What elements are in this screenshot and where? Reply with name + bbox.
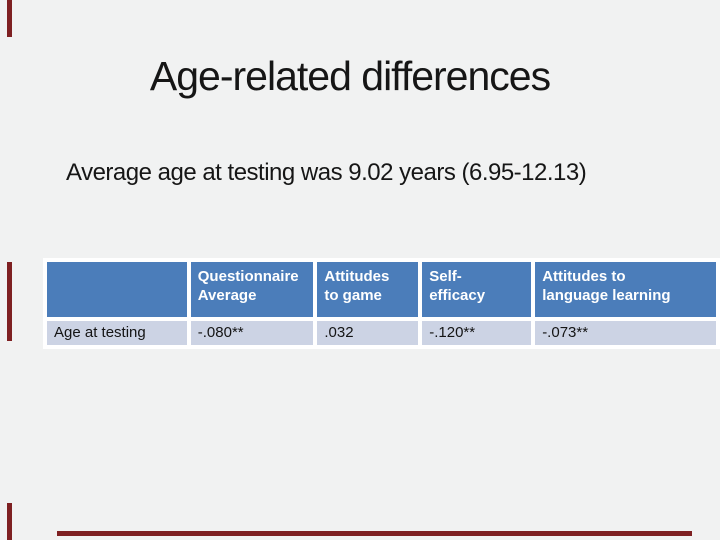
- table-cell-attitudes-to-language-learning: -.073**: [535, 321, 716, 345]
- slide-border-accent-left-bottom: [7, 503, 12, 540]
- slide-border-accent-bottom: [57, 531, 692, 536]
- table-header-attitudes-to-game: Attitudes to game: [317, 262, 419, 317]
- slide-border-accent-left-top: [7, 0, 12, 37]
- table-row-header-age-at-testing: Age at testing: [47, 321, 187, 345]
- slide-border-accent-left-middle: [7, 262, 12, 341]
- table-cell-self-efficacy: -.120**: [422, 321, 532, 345]
- table-cell-questionnaire-average: -.080**: [190, 321, 314, 345]
- table-header-attitudes-to-language-learning: Attitudes to language learning: [535, 262, 716, 317]
- table-cell-attitudes-to-game: .032: [317, 321, 419, 345]
- table-corner-cell: [47, 262, 187, 317]
- slide-title: Age-related differences: [149, 53, 551, 99]
- slide-subtitle: Average age at testing was 9.02 years (6…: [66, 159, 587, 186]
- table-row: Age at testing -.080** .032 -.120** -.07…: [47, 321, 716, 345]
- table-header-self-efficacy: Self- efficacy: [422, 262, 532, 317]
- correlation-table: Questionnaire Average Attitudes to game …: [43, 258, 720, 349]
- table-header-row: Questionnaire Average Attitudes to game …: [47, 262, 716, 317]
- table-header-questionnaire-average: Questionnaire Average: [190, 262, 314, 317]
